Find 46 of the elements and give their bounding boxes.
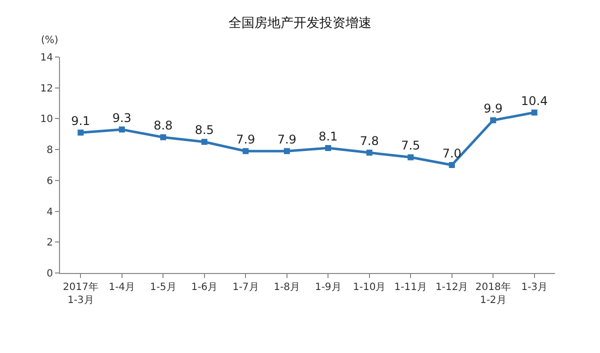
data-label: 7.5	[401, 138, 420, 153]
point	[531, 110, 538, 116]
y-tick-label: 10	[40, 114, 53, 126]
point	[201, 138, 208, 145]
data-label: 7.9	[277, 132, 296, 146]
data-label: 8.1	[318, 129, 338, 144]
point	[242, 148, 249, 154]
x-tick-label: 1-10月	[353, 282, 386, 293]
data-label: 8.8	[154, 118, 173, 132]
x-tick-label: 1-12月	[436, 282, 468, 293]
chart-title: 全国房地产开发投资增速	[228, 14, 372, 31]
data-label: 9.9	[484, 102, 503, 116]
x-tick-label: 2018年 1-2月	[475, 281, 511, 306]
y-tick-label: 12	[40, 83, 53, 94]
data-label: 7.9	[236, 132, 256, 146]
data-label: 9.1	[71, 114, 90, 128]
data-label: 7.8	[360, 134, 379, 148]
data-label: 8.5	[194, 123, 214, 138]
x-tick-label: 1-5月	[150, 282, 176, 293]
y-tick-label: 8	[46, 145, 53, 156]
data-label: 10.4	[521, 94, 548, 108]
y-axis-title: (%)	[41, 35, 58, 46]
x-tick-label: 1-11月	[394, 282, 427, 293]
x-tick-label: 1-9月	[314, 282, 342, 293]
x-tick-label: 1-4月	[108, 282, 136, 293]
point	[160, 134, 166, 140]
point	[448, 162, 455, 168]
point	[78, 130, 84, 136]
point	[325, 145, 332, 152]
point	[284, 148, 290, 154]
point	[490, 117, 496, 124]
point	[366, 150, 372, 156]
y-tick-label: 2	[46, 238, 53, 249]
x-tick-label: 1-6月	[191, 282, 218, 293]
data-label: 9.3	[112, 110, 132, 125]
x-tick-label: 1-3月	[521, 282, 548, 293]
point	[408, 154, 414, 160]
y-tick-label: 0	[46, 268, 53, 280]
x-tick-label: 1-7月	[232, 282, 259, 293]
x-tick-label: 2017年 1-3月	[62, 281, 98, 306]
y-tick-label: 14	[40, 52, 53, 64]
y-tick-label: 6	[46, 176, 53, 187]
y-tick-label: 4	[46, 206, 53, 218]
x-tick-label: 1-8月	[274, 282, 300, 293]
data-label: 7.0	[442, 146, 462, 160]
point	[118, 126, 125, 133]
